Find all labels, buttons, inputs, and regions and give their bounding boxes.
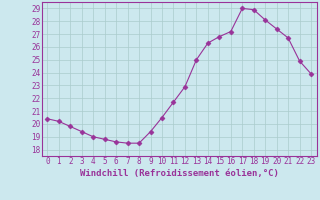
X-axis label: Windchill (Refroidissement éolien,°C): Windchill (Refroidissement éolien,°C): [80, 169, 279, 178]
